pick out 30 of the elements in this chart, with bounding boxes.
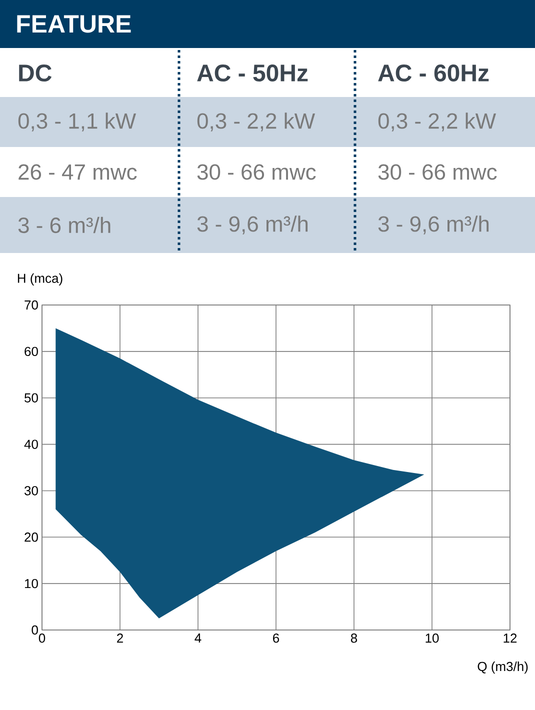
text: 3 - 6 m³/h	[18, 216, 110, 234]
text: 3 - 9,6 m³/h	[378, 216, 489, 234]
y-axis-title: H (mca)	[18, 273, 62, 286]
text: 30 - 66 mwc	[197, 164, 316, 180]
category-label: AC - 60Hz	[378, 64, 489, 82]
text: 0,3 - 2,2 kW	[378, 112, 496, 132]
category-label: AC - 50Hz	[197, 64, 308, 82]
x-tick-label: 10	[426, 634, 439, 643]
y-tick-label: 60	[24, 346, 38, 356]
text: FEATURE	[17, 15, 131, 33]
x-tick-label: 4	[194, 634, 202, 642]
text: 30 - 66 mwc	[378, 164, 497, 180]
x-axis-title: Q (m3/h)	[478, 662, 528, 674]
y-tick-label: 40	[24, 440, 38, 449]
category-label: DC	[19, 64, 52, 82]
y-tick-label: 0	[32, 625, 38, 635]
y-tick-label: 70	[24, 300, 38, 310]
x-tick-label: 12	[504, 634, 517, 643]
text: 3 - 9,6 m³/h	[197, 216, 308, 234]
text: 0,3 - 1,1 kW	[18, 112, 136, 132]
text: 26 - 47 mwc	[18, 164, 137, 180]
x-tick-label: 8	[350, 634, 358, 643]
x-tick-label: 6	[273, 634, 280, 643]
x-tick-label: 0	[38, 634, 46, 643]
text: 0,3 - 2,2 kW	[197, 112, 316, 132]
x-tick-label: 2	[117, 634, 123, 643]
y-tick-label: 30	[24, 486, 38, 496]
y-tick-label: 50	[24, 393, 38, 402]
y-tick-label: 20	[24, 532, 38, 542]
y-tick-label: 10	[24, 578, 38, 588]
